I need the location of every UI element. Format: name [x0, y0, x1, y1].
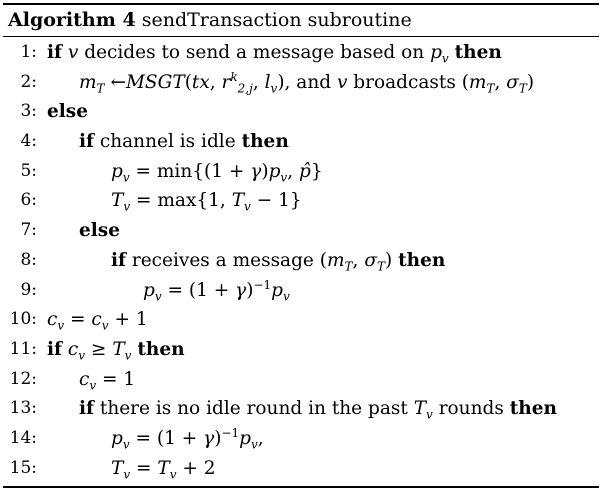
line-text: mT ←MSGT(tx, rk2,j, lv), and v broadcast… [79, 69, 535, 96]
line-text: cv = cv + 1 [47, 309, 148, 333]
algorithm-line: 4: if channel is idle then [3, 127, 599, 157]
algorithm-body: 1: if v decides to send a message based … [3, 37, 599, 486]
algorithm-line: 8: if receives a message (mT, σT) then [3, 246, 599, 276]
algorithm-line: 11: if cv ≥ Tv then [3, 335, 599, 365]
algorithm-line: 3: else [3, 97, 599, 127]
line-text: if receives a message (mT, σT) then [111, 249, 446, 274]
algorithm-line: 6: Tv = max{1, Tv − 1} [3, 186, 599, 216]
algorithm-line: 1: if v decides to send a message based … [3, 38, 599, 68]
algorithm-box: Algorithm 4 sendTransaction subroutine 1… [3, 3, 599, 488]
algorithm-line: 9: pv = (1 + γ)−1pv [3, 276, 599, 306]
algorithm-name: sendTransaction subroutine [141, 9, 412, 31]
line-number: 12: [9, 368, 37, 389]
algorithm-label: Algorithm 4 [8, 9, 136, 31]
line-text: Tv = Tv + 2 [111, 457, 216, 482]
line-text: pv = (1 + γ)−1pv [143, 277, 290, 304]
algorithm-caption: Algorithm 4 sendTransaction subroutine [3, 5, 599, 36]
line-text: cv = 1 [79, 368, 136, 393]
algorithm-line: 12: cv = 1 [3, 365, 599, 395]
line-number: 3: [20, 101, 37, 122]
algorithm-line: 14: pv = (1 + γ)−1pv, [3, 424, 599, 454]
line-text: pv = min{(1 + γ)pv, p̂} [111, 160, 323, 185]
line-text: if v decides to send a message based on … [47, 42, 502, 66]
line-number: 8: [20, 249, 37, 270]
line-text: else [79, 220, 120, 242]
line-number: 7: [20, 220, 37, 241]
line-number: 2: [20, 71, 37, 92]
line-number: 4: [20, 131, 37, 152]
line-text: Tv = max{1, Tv − 1} [111, 190, 302, 215]
algorithm-line: 15: Tv = Tv + 2 [3, 454, 599, 484]
line-number: 6: [20, 190, 37, 211]
line-number: 9: [20, 279, 37, 300]
line-text: if there is no idle round in the past Tv… [79, 398, 557, 422]
line-text: if channel is idle then [79, 131, 289, 153]
line-number: 10: [9, 309, 37, 330]
line-number: 15: [9, 457, 37, 478]
line-number: 13: [9, 398, 37, 419]
line-text: if cv ≥ Tv then [47, 338, 185, 363]
algorithm-line: 10: cv = cv + 1 [3, 305, 599, 335]
line-number: 14: [9, 427, 37, 448]
caption-rule [3, 36, 599, 37]
line-text: else [47, 101, 88, 123]
top-rule [3, 3, 599, 5]
algorithm-line: 13: if there is no idle round in the pas… [3, 394, 599, 424]
line-number: 5: [20, 160, 37, 181]
line-number: 11: [9, 338, 37, 359]
algorithm-line: 5: pv = min{(1 + γ)pv, p̂} [3, 157, 599, 187]
algorithm-line: 7: else [3, 216, 599, 246]
line-text: pv = (1 + γ)−1pv, [111, 425, 264, 452]
line-number: 1: [20, 42, 37, 62]
algorithm-line: 2: mT ←MSGT(tx, rk2,j, lv), and v broadc… [3, 68, 599, 98]
